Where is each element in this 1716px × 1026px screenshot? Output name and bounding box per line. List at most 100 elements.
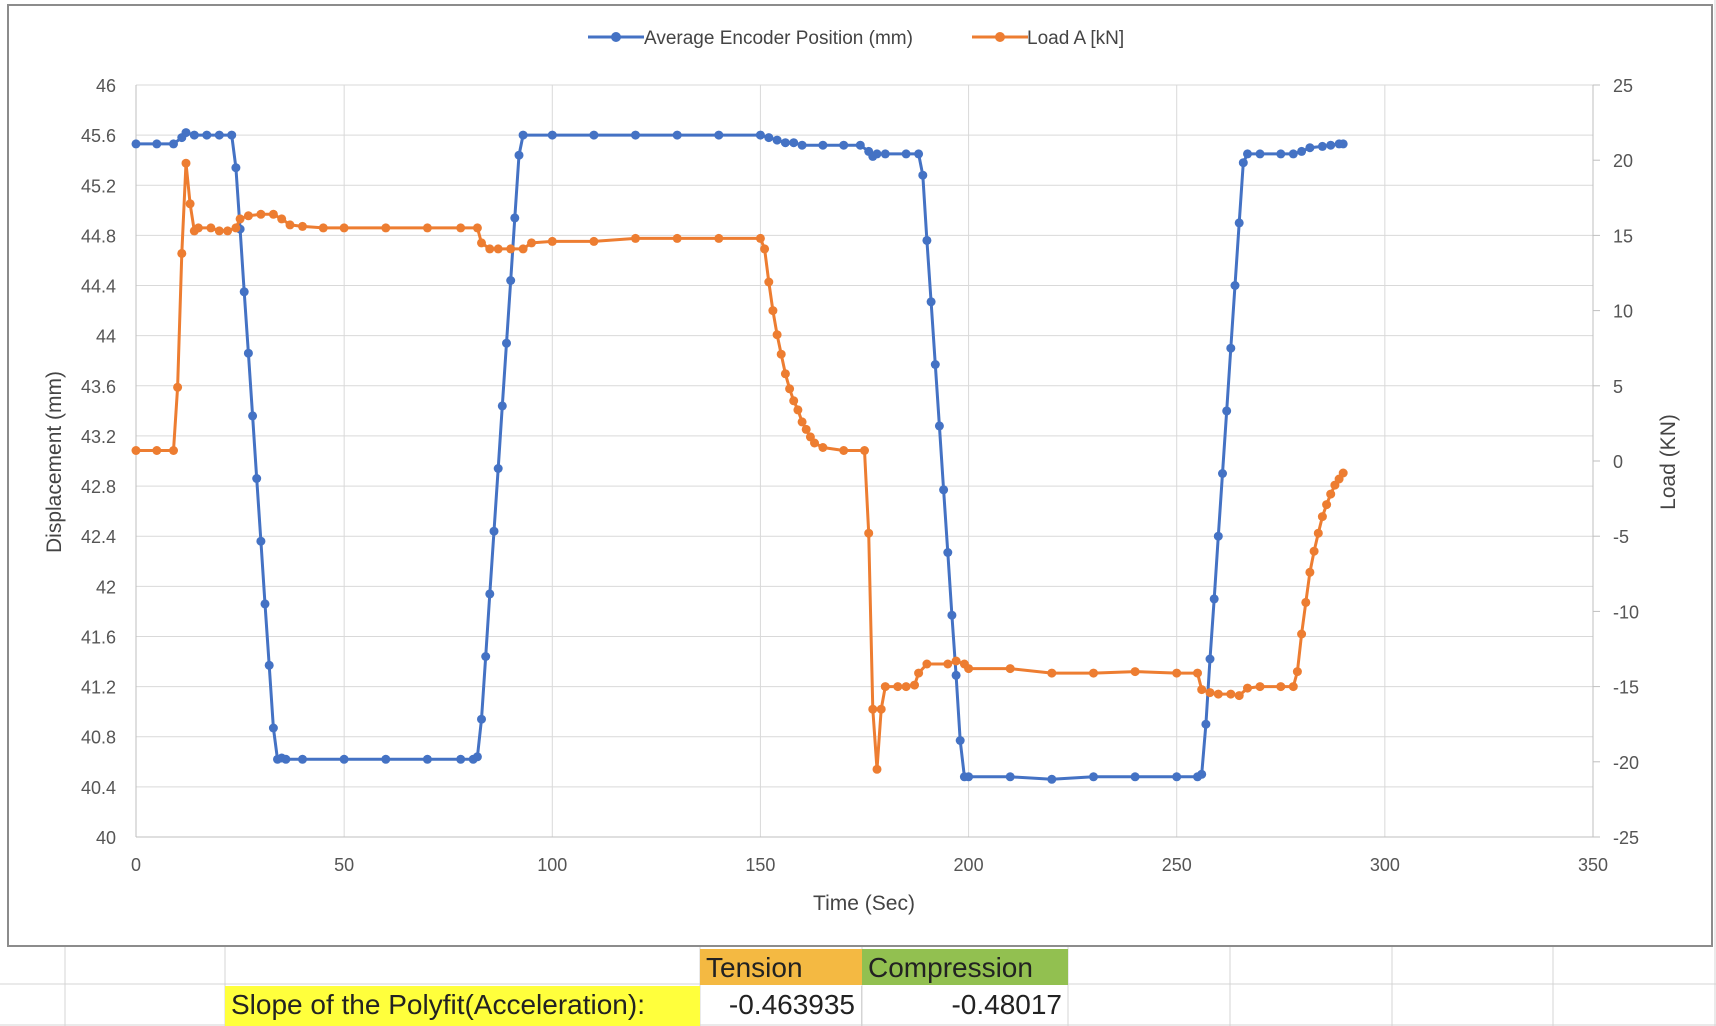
data-point-load — [181, 158, 191, 168]
data-point-load — [1338, 468, 1348, 478]
data-point-encoder — [243, 348, 253, 358]
data-point-encoder — [1230, 281, 1240, 290]
data-point-encoder — [755, 130, 765, 140]
data-point-encoder — [855, 140, 865, 150]
data-point-load — [506, 244, 516, 254]
data-point-load — [780, 369, 790, 379]
data-point-encoder — [298, 754, 307, 764]
data-point-load — [1234, 691, 1244, 701]
data-point-load — [810, 438, 819, 448]
data-point-encoder — [202, 130, 212, 140]
data-point-load — [1047, 668, 1057, 678]
data-point-encoder — [169, 139, 178, 149]
data-point-encoder — [764, 133, 774, 143]
data-point-encoder — [780, 138, 790, 148]
data-point-load — [1226, 689, 1236, 699]
data-point-load — [1297, 629, 1307, 639]
data-point-load — [285, 220, 295, 230]
y2-tick-label: -5 — [1613, 527, 1629, 547]
chart-frame[interactable] — [7, 4, 1713, 947]
data-point-encoder — [955, 736, 965, 745]
data-point-encoder — [518, 130, 528, 140]
data-point-encoder — [152, 139, 162, 149]
y-tick-label: 46 — [96, 76, 116, 96]
data-point-encoder — [231, 163, 241, 173]
series-layer — [131, 128, 1348, 784]
x-axis-title: Time (Sec) — [813, 892, 915, 915]
data-point-load — [231, 223, 241, 233]
data-point-encoder — [631, 130, 640, 140]
legend: Average Encoder Position (mm) Load A [kN… — [588, 28, 1124, 49]
data-point-load — [243, 211, 253, 221]
data-point-encoder — [547, 130, 557, 140]
x-tick-label: 150 — [745, 855, 775, 875]
slope-label[interactable]: Slope of the Polyfit(Acceleration): — [225, 986, 700, 1026]
data-point-load — [206, 223, 216, 233]
data-point-encoder — [1317, 141, 1327, 151]
data-point-encoder — [1305, 143, 1315, 153]
data-point-encoder — [1255, 149, 1265, 159]
compression-slope-value[interactable]: -0.48017 — [951, 989, 1062, 1020]
data-point-load — [1197, 685, 1207, 695]
data-point-encoder — [281, 754, 291, 764]
data-point-encoder — [947, 610, 957, 620]
x-tick-label: 0 — [131, 855, 141, 875]
data-point-load — [864, 528, 874, 538]
data-point-load — [185, 199, 195, 209]
data-point-encoder — [772, 135, 782, 145]
data-point-load — [872, 764, 882, 774]
data-point-load — [477, 238, 486, 248]
y-tick-label: 43.2 — [81, 427, 116, 447]
y2-tick-label: -10 — [1613, 602, 1639, 622]
y-tick-label: 40 — [96, 828, 116, 848]
tension-slope-value[interactable]: -0.463935 — [700, 986, 862, 1026]
data-point-load — [1213, 689, 1223, 699]
y2-tick-label: 20 — [1613, 151, 1633, 171]
data-point-load — [518, 244, 528, 254]
y-tick-label: 44.4 — [81, 277, 116, 297]
data-point-encoder — [1226, 343, 1236, 353]
data-point-encoder — [485, 589, 495, 599]
tension-header[interactable]: Tension — [700, 949, 862, 985]
data-point-load — [339, 223, 349, 233]
y-tick-label: 42.4 — [81, 527, 116, 547]
y-tick-label: 44 — [96, 327, 116, 347]
data-point-encoder — [1234, 218, 1244, 228]
y-tick-label: 40.4 — [81, 778, 116, 798]
data-point-load — [1313, 528, 1323, 538]
data-point-load — [422, 223, 432, 233]
data-point-encoder — [1197, 769, 1207, 779]
data-point-encoder — [880, 149, 890, 159]
data-point-encoder — [797, 140, 807, 150]
data-point-encoder — [1297, 146, 1307, 156]
y-tick-label: 43.6 — [81, 377, 116, 397]
compression-header[interactable]: Compression — [862, 949, 1068, 985]
data-point-load — [860, 446, 869, 455]
y-tick-label: 41.6 — [81, 627, 116, 647]
data-point-load — [1317, 512, 1327, 522]
y-tick-label: 45.2 — [81, 176, 116, 196]
data-point-encoder — [252, 474, 262, 483]
data-point-load — [631, 233, 640, 243]
y2-tick-label: 0 — [1613, 452, 1623, 472]
data-point-load — [764, 277, 774, 287]
y-tick-label: 42 — [96, 577, 116, 597]
data-point-encoder — [381, 754, 391, 764]
data-point-load — [914, 668, 924, 678]
data-point-load — [768, 306, 778, 316]
data-point-encoder — [1276, 149, 1286, 159]
data-point-encoder — [248, 411, 258, 421]
data-point-encoder — [1243, 149, 1252, 159]
x-tick-label: 250 — [1162, 855, 1192, 875]
data-point-encoder — [1326, 140, 1336, 150]
data-point-load — [256, 209, 266, 219]
data-point-load — [789, 396, 799, 406]
data-point-load — [797, 417, 807, 427]
data-point-load — [901, 682, 911, 692]
x-tick-label: 100 — [537, 855, 567, 875]
data-point-encoder — [1205, 654, 1215, 664]
data-point-encoder — [502, 338, 511, 348]
data-point-load — [1005, 664, 1015, 674]
data-point-encoder — [339, 754, 349, 764]
data-point-encoder — [1201, 719, 1211, 729]
